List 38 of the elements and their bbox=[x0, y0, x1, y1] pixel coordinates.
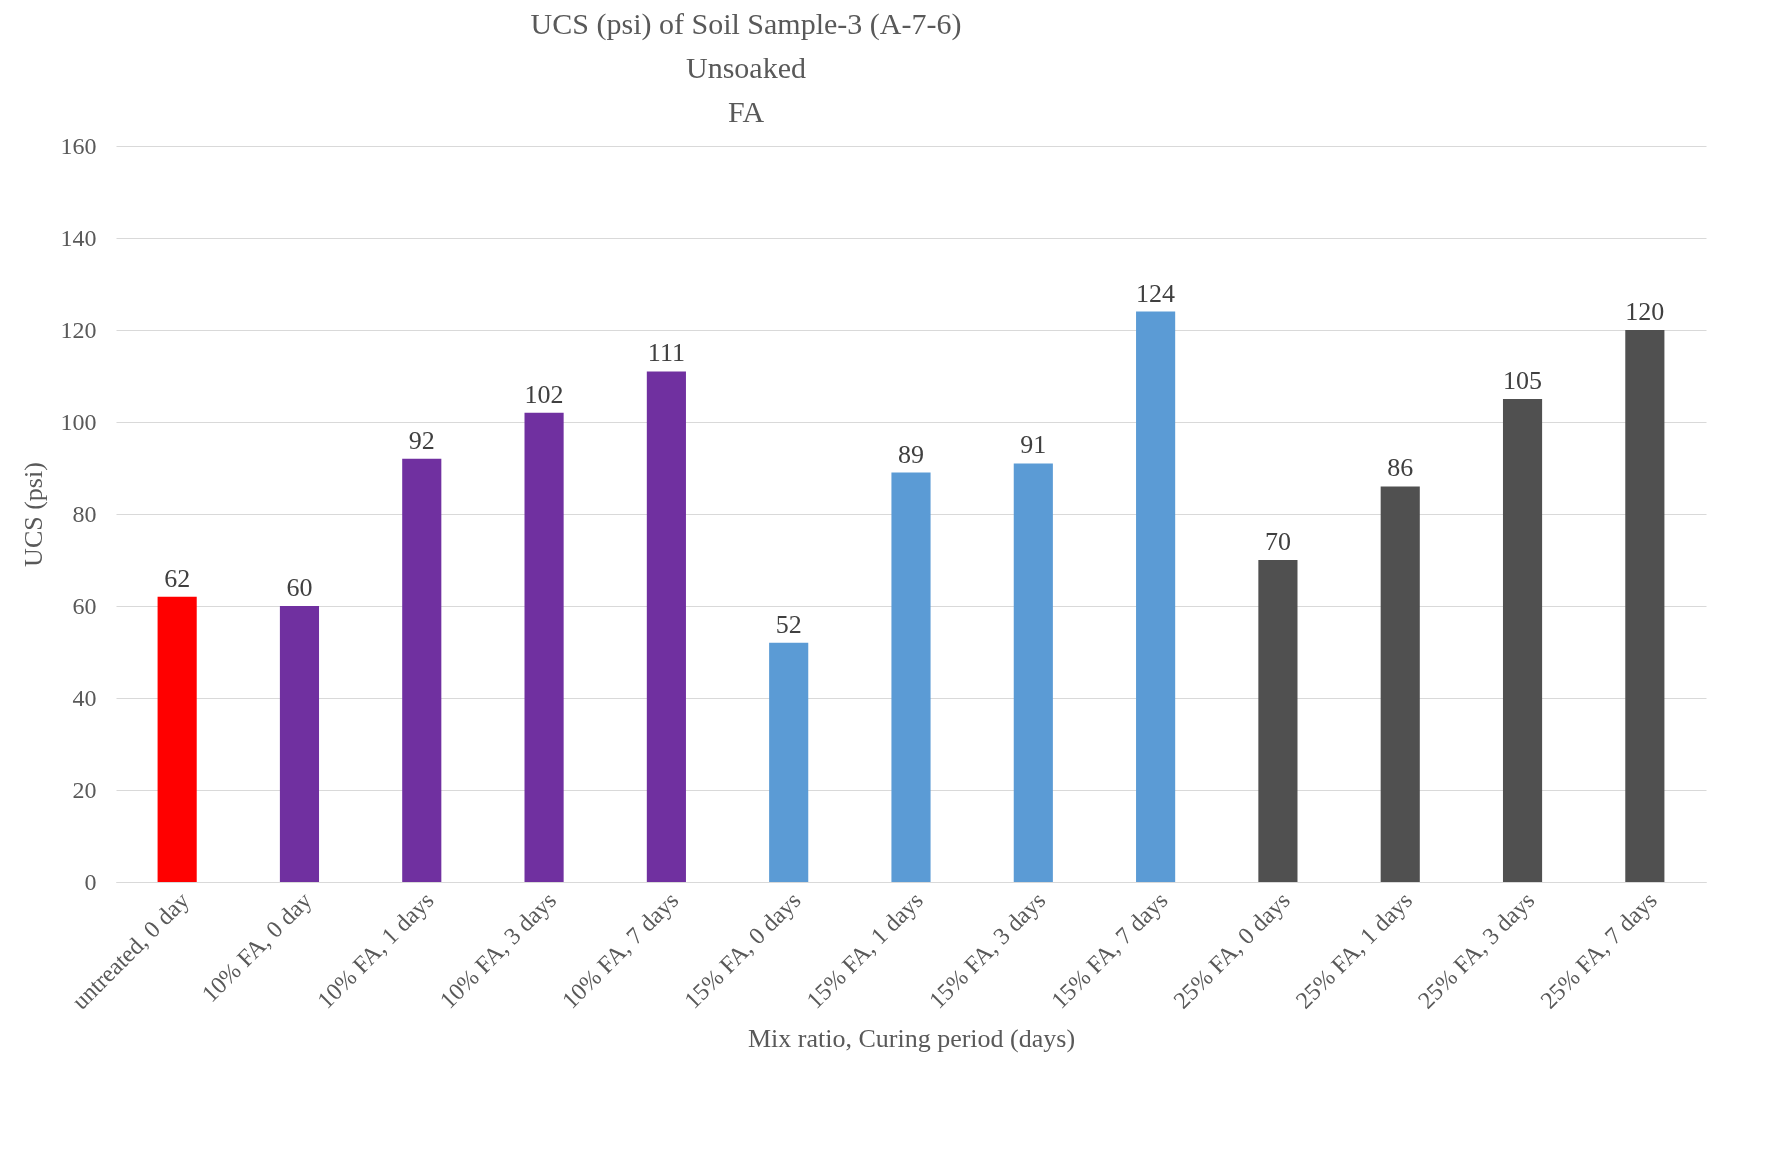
data-label: 62 bbox=[164, 563, 191, 593]
bar bbox=[402, 458, 442, 882]
y-tick-label: 120 bbox=[60, 316, 97, 343]
chart-title: UCS (psi) of Soil Sample-3 (A-7-6) Unsoaked FA bbox=[530, 7, 962, 128]
y-tick-label: 80 bbox=[72, 500, 97, 527]
data-label: 60 bbox=[286, 573, 313, 602]
bar bbox=[1380, 486, 1420, 882]
data-label: 70 bbox=[1264, 527, 1291, 556]
y-tick-label: 60 bbox=[72, 592, 97, 619]
bar bbox=[1136, 311, 1176, 882]
y-tick-label: 140 bbox=[60, 224, 97, 251]
y-tick-label: 20 bbox=[72, 776, 97, 803]
data-label: 89 bbox=[898, 439, 924, 469]
bar bbox=[524, 412, 564, 882]
bar bbox=[1258, 560, 1298, 882]
bar bbox=[279, 606, 320, 882]
bar bbox=[1013, 463, 1053, 882]
y-tick-label: 0 bbox=[84, 868, 97, 895]
bar bbox=[1625, 330, 1665, 882]
data-label: 102 bbox=[524, 379, 564, 409]
data-label: 120 bbox=[1625, 297, 1665, 326]
bar bbox=[769, 642, 809, 882]
bar bbox=[891, 472, 931, 882]
x-axis-title: Mix ratio, Curing period (days) bbox=[747, 1024, 1076, 1054]
data-label: 111 bbox=[647, 338, 685, 368]
data-label: 124 bbox=[1136, 278, 1176, 308]
data-label: 92 bbox=[408, 425, 435, 455]
y-tick-label: 100 bbox=[60, 408, 97, 435]
bar bbox=[1502, 399, 1543, 882]
y-tick-label: 40 bbox=[72, 684, 97, 711]
y-axis-title: UCS (psi) bbox=[18, 462, 48, 567]
data-label: 105 bbox=[1503, 366, 1543, 395]
y-tick-label: 160 bbox=[60, 132, 97, 159]
bar bbox=[646, 371, 686, 882]
data-label: 52 bbox=[775, 609, 802, 639]
data-label: 91 bbox=[1020, 430, 1047, 460]
bar bbox=[157, 596, 197, 882]
data-label: 86 bbox=[1387, 453, 1414, 483]
